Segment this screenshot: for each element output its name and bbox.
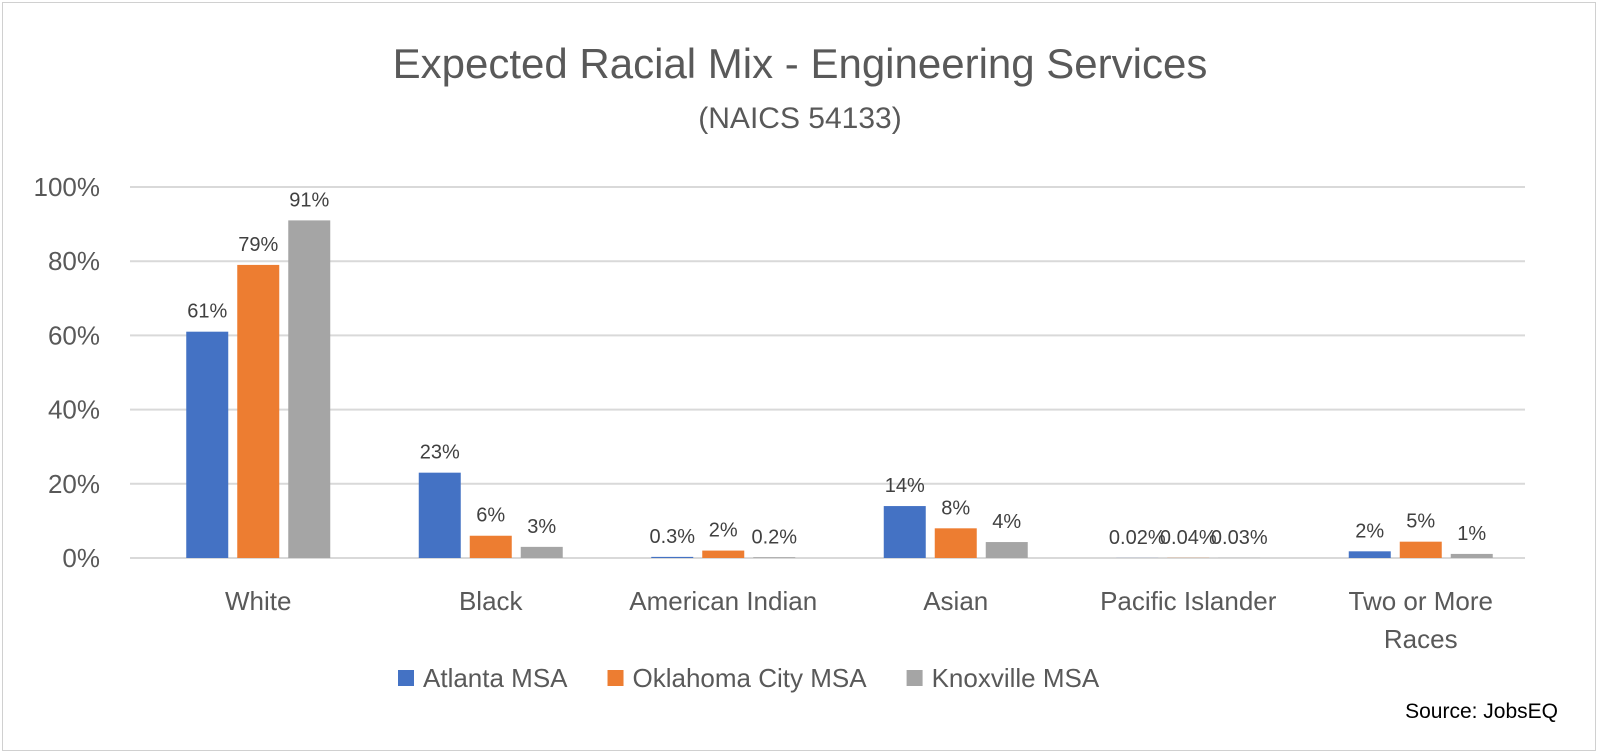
chart-title: Expected Racial Mix - Engineering Servic… (392, 40, 1208, 87)
data-label: 0.03% (1211, 527, 1268, 549)
bar (651, 556, 694, 558)
data-label: 23% (420, 442, 460, 464)
x-tick-label: Asian (923, 586, 988, 616)
bar (753, 557, 796, 558)
bar (985, 542, 1028, 558)
x-tick-label: Pacific Islander (1100, 586, 1277, 616)
data-label: 61% (187, 301, 227, 323)
bar (1348, 551, 1391, 558)
y-tick-label: 0% (62, 543, 100, 573)
x-tick-label: White (225, 586, 291, 616)
legend-swatch (906, 670, 923, 686)
data-label: 0.02% (1109, 527, 1166, 549)
bar (883, 506, 926, 558)
data-label: 6% (476, 505, 505, 527)
y-tick-label: 60% (48, 320, 100, 350)
y-tick-label: 100% (34, 172, 101, 202)
data-label: 2% (709, 520, 738, 542)
x-tick-label: American Indian (629, 586, 817, 616)
legend-swatch (398, 670, 414, 686)
data-label: 79% (238, 234, 278, 256)
y-tick-label: 20% (48, 469, 100, 499)
bar (186, 331, 229, 558)
data-label: 2% (1355, 520, 1384, 542)
y-tick-label: 40% (48, 395, 100, 425)
data-label: 1% (1457, 523, 1486, 545)
x-tick-label: Two or More (1349, 586, 1494, 616)
data-label: 0.04% (1160, 527, 1217, 549)
legend-swatch (607, 670, 624, 686)
bar (237, 264, 280, 558)
bar (520, 546, 563, 558)
data-label: 0.2% (751, 526, 797, 548)
legend-label: Atlanta MSA (423, 663, 568, 693)
legend-label: Oklahoma City MSA (633, 663, 868, 693)
data-label: 14% (885, 475, 925, 497)
data-label: 5% (1406, 511, 1435, 533)
bar (469, 535, 512, 558)
x-tick-label: Races (1384, 624, 1458, 654)
source-note: Source: JobsEQ (1405, 700, 1558, 723)
bar (418, 472, 461, 558)
y-tick-label: 80% (48, 246, 100, 276)
data-label: 0.3% (649, 526, 695, 548)
bar (702, 550, 745, 558)
data-label: 8% (941, 497, 970, 519)
bar (1399, 541, 1442, 558)
data-label: 91% (289, 189, 329, 211)
bar (934, 528, 977, 558)
chart-subtitle: (NAICS 54133) (698, 102, 902, 135)
bar (1450, 553, 1493, 558)
bar (288, 220, 331, 558)
data-label: 3% (527, 516, 556, 538)
legend-label: Knoxville MSA (932, 663, 1100, 693)
data-label: 4% (992, 511, 1021, 533)
x-tick-label: Black (459, 586, 524, 616)
